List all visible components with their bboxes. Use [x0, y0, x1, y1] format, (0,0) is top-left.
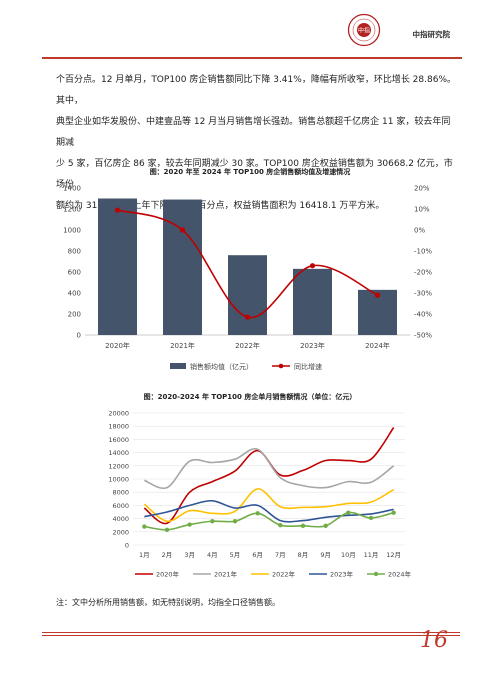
x-axis-tick: 2024年 — [365, 341, 390, 350]
x-axis-tick: 9月 — [320, 551, 331, 559]
x-axis-tick: 1月 — [139, 551, 150, 559]
y-axis-tick: 2000 — [112, 528, 129, 536]
sales-bar — [98, 198, 137, 335]
x-axis-tick: 3月 — [184, 551, 195, 559]
left-axis-tick: 200 — [68, 311, 81, 319]
x-axis-tick: 12月 — [386, 551, 401, 559]
legend-label: 2020年 — [156, 570, 180, 579]
svg-text:中指: 中指 — [358, 27, 370, 35]
y-axis-tick: 8000 — [112, 489, 129, 497]
right-axis-tick: 10% — [414, 206, 430, 214]
series-point — [210, 519, 215, 524]
paragraph-line: 少 5 家，百亿房企 86 家，较去年同期减少 30 家。TOP100 房企权益… — [56, 159, 453, 190]
paragraph-line: 额约为 31.9%，较上年下降 2.6 个百分点，权益销售面积为 16418.1… — [56, 201, 385, 211]
series-point — [346, 510, 351, 515]
x-axis-tick: 6月 — [252, 551, 263, 559]
growth-point — [374, 292, 381, 298]
series-point — [142, 524, 147, 529]
growth-point — [244, 314, 251, 320]
series-point — [368, 515, 374, 521]
left-axis-tick: 600 — [68, 269, 81, 277]
footnote: 注：文中分析所用销售额，如无特别说明，均指全口径销售额。 — [56, 598, 280, 607]
x-axis-tick: 2021年 — [170, 341, 195, 350]
y-axis-tick: 16000 — [108, 436, 129, 444]
series-point — [300, 523, 306, 529]
growth-point — [309, 263, 316, 269]
series-line — [144, 447, 395, 490]
series-line — [143, 488, 395, 523]
series-line — [144, 499, 394, 523]
left-axis-tick: 1400 — [63, 185, 81, 193]
y-axis-tick: 14000 — [108, 449, 129, 457]
sales-bar — [163, 199, 202, 335]
series-point — [164, 527, 170, 533]
y-axis-tick: 20000 — [108, 410, 129, 418]
right-axis-tick: -10% — [414, 248, 432, 256]
paragraph-line: 个百分点。12 月单月，TOP100 房企销售额同比下降 3.41%，降幅有所收… — [56, 75, 456, 106]
legend-marker — [373, 571, 379, 577]
right-axis-tick: -30% — [414, 290, 432, 298]
monthly-sales-chart: 0 2000 4000 6000 8000 10000 12000 14000 16000 180… — [108, 410, 412, 579]
y-axis-tick: 12000 — [108, 462, 129, 470]
left-axis-tick: 400 — [68, 290, 81, 298]
left-axis-tick: 1200 — [63, 206, 81, 214]
series-point — [232, 519, 238, 524]
footer-divider — [42, 632, 460, 633]
series-point — [391, 510, 396, 515]
legend-label: 2022年 — [272, 570, 296, 579]
x-axis-tick: 2月 — [162, 551, 173, 559]
legend-bar-swatch — [170, 363, 186, 369]
legend-label: 2024年 — [388, 570, 412, 579]
left-axis-tick: 1000 — [63, 227, 81, 235]
paragraph-line: 典型企业如华发股份、中建壹品等 12 月当月销售增长强劲。销售总额超千亿房企 1… — [56, 117, 451, 148]
brand-name: 中指研究院 — [412, 30, 451, 39]
legend-line-label: 同比增速 — [294, 362, 322, 371]
growth-point — [114, 207, 121, 213]
y-axis-tick: 18000 — [108, 423, 129, 431]
company-seal-icon: 中指 — [347, 13, 381, 47]
left-axis-tick: 0 — [77, 332, 81, 340]
x-axis-tick: 10月 — [341, 551, 356, 559]
sales-bar — [293, 268, 332, 335]
legend-label: 2021年 — [214, 570, 238, 579]
left-axis-tick: 800 — [68, 248, 81, 256]
x-axis-tick: 5月 — [230, 551, 241, 559]
y-axis-tick: 0 — [125, 542, 129, 550]
x-axis-tick: 2023年 — [300, 341, 325, 350]
series-point — [323, 523, 328, 529]
x-axis-tick: 2020年 — [105, 341, 130, 350]
header-divider — [42, 57, 462, 59]
legend-label: 2023年 — [330, 570, 354, 579]
legend-line-marker — [278, 363, 284, 369]
body-paragraph: 个百分点。12 月单月，TOP100 房企销售额同比下降 3.41%，降幅有所收… — [56, 70, 456, 217]
y-axis-tick: 10000 — [108, 476, 129, 484]
right-axis-tick: -40% — [414, 311, 432, 319]
legend-bar-label: 销售额均值（亿元） — [190, 362, 253, 371]
x-axis-tick: 2022年 — [235, 341, 260, 350]
right-axis-tick: 20% — [414, 185, 430, 193]
y-axis-tick: 4000 — [112, 515, 129, 523]
sales-growth-chart: 0 200 400 600 800 1000 1200 1400 -50% -40% -30% -20… — [63, 185, 432, 372]
y-axis-tick: 6000 — [112, 502, 129, 510]
right-axis-tick: -50% — [414, 332, 432, 340]
x-axis-tick: 11月 — [364, 551, 379, 559]
x-axis-tick: 7月 — [275, 551, 286, 559]
series-line — [143, 427, 395, 525]
chart2-caption: 图：2020-2024 年 TOP100 房企单月销售额情况（单位：亿元） — [143, 393, 357, 401]
right-axis-tick: 0% — [414, 227, 425, 235]
chart1-caption: 图：2020 年至 2024 年 TOP100 房企销售额均值及增速情况 — [149, 168, 351, 176]
right-axis-tick: -20% — [414, 269, 432, 277]
footer-divider — [42, 635, 460, 636]
sales-bar — [228, 255, 267, 335]
x-axis-tick: 8月 — [298, 551, 309, 559]
x-axis-tick: 4月 — [207, 551, 218, 559]
series-point — [187, 522, 192, 527]
page-number: 16 — [420, 628, 448, 653]
series-point — [255, 511, 260, 516]
growth-point — [179, 227, 186, 233]
series-point — [278, 523, 283, 528]
